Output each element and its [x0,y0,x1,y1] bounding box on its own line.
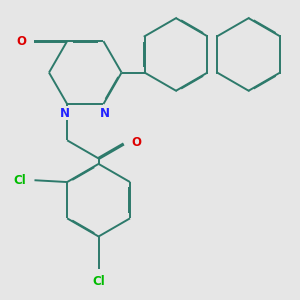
Text: O: O [17,35,27,48]
Text: N: N [100,106,110,120]
Text: O: O [131,136,141,148]
Text: N: N [60,106,70,120]
Text: Cl: Cl [14,174,26,187]
Text: Cl: Cl [92,275,105,288]
